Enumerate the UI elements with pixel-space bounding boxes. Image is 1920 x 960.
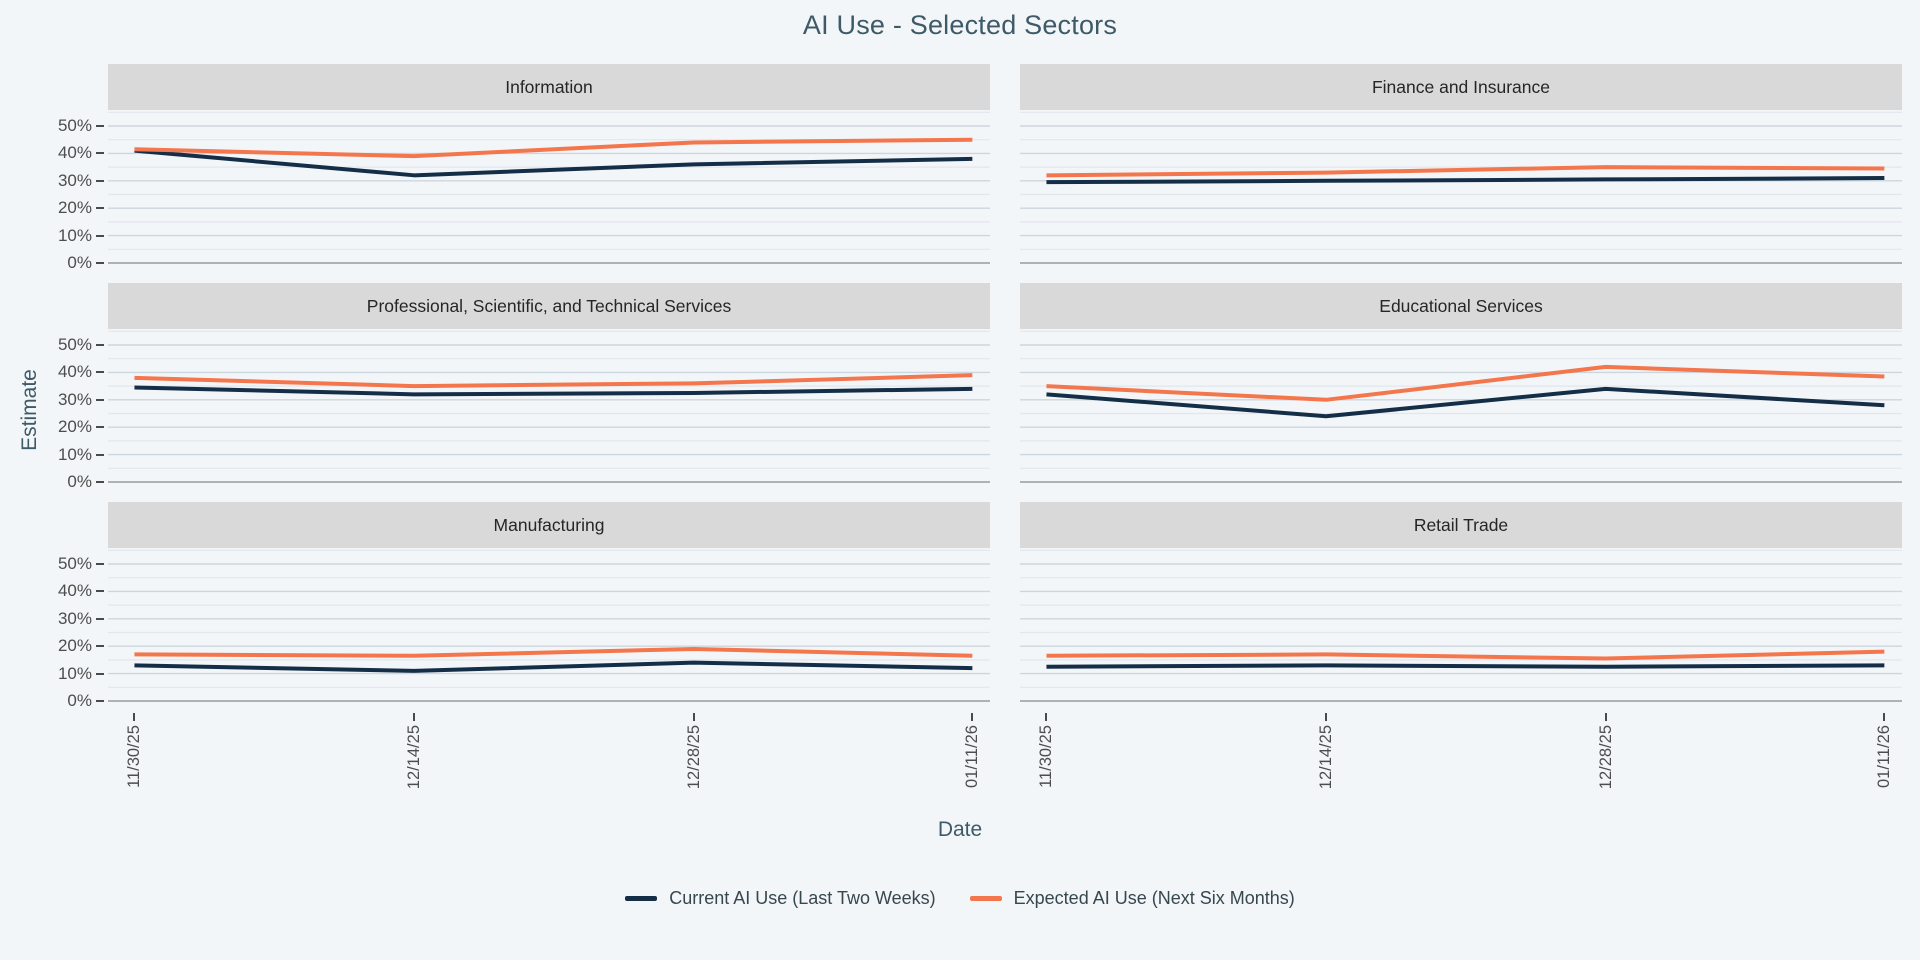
y-tick-label: 40%	[57, 143, 92, 163]
facet-title: Manufacturing	[108, 502, 990, 548]
current-ai-use-line	[134, 660, 973, 673]
y-tick-label: 20%	[57, 198, 92, 218]
current-ai-use-line	[1046, 176, 1885, 185]
y-tick-mark	[96, 563, 104, 565]
y-tick-label: 50%	[57, 335, 92, 354]
current-series-line-swatch	[625, 896, 658, 901]
current-ai-use-line	[134, 385, 973, 397]
facet-line-chart	[108, 549, 990, 702]
x-axis-title: Date	[937, 818, 983, 841]
y-tick-mark	[96, 645, 104, 648]
facet-panel-finance-and-insurance: Finance and Insurance	[1020, 64, 1902, 273]
facet-line-chart	[1020, 330, 1902, 483]
plot-area: 0% 10% 20% 30% 40% 50%	[58, 329, 990, 492]
current-ai-use-line	[1046, 663, 1885, 669]
x-tick-mark	[413, 713, 416, 721]
current-ai-use-line	[1046, 386, 1885, 419]
chart-title: AI Use - Selected Sectors	[802, 10, 1118, 40]
facet-title: Educational Services	[1020, 283, 1902, 329]
expected-ai-use-line	[1046, 165, 1885, 178]
y-tick-mark	[96, 700, 104, 702]
y-tick-mark	[96, 371, 104, 374]
y-tick-label: 30%	[57, 389, 92, 409]
facet-grid: Information 0% 10% 20% 30% 40% 50% Finance an…	[58, 64, 1902, 721]
y-tick-label: 30%	[57, 170, 92, 190]
y-tick-mark	[96, 234, 104, 237]
facet-panel-educational-services: Educational Services	[1020, 283, 1902, 492]
legend-item-current[interactable]: Current AI Use (Last Two Weeks)	[625, 888, 936, 909]
facet-row-1: Information 0% 10% 20% 30% 40% 50% Finance an…	[58, 64, 1902, 273]
plot-area: 0% 10% 20% 30% 40% 50%	[58, 110, 990, 273]
y-tick-mark	[96, 262, 104, 264]
facet-panel-information: Information 0% 10% 20% 30% 40% 50%	[58, 64, 990, 273]
facet-row-3: Manufacturing 0% 10% 20% 30% 40% 50% Retail T…	[58, 502, 1902, 711]
expected-ai-use-line	[134, 137, 973, 159]
x-tick-mark	[133, 713, 136, 721]
x-axis-left-column: 11/30/25 12/14/25 12/28/25 01/11/26	[108, 711, 990, 811]
facet-panel-retail-trade: Retail Trade	[1020, 502, 1902, 711]
y-tick-mark	[96, 125, 104, 127]
plot-area	[1020, 548, 1902, 711]
plot-area	[1020, 110, 1902, 273]
expected-ai-use-line	[134, 646, 973, 658]
facet-panel-manufacturing: Manufacturing 0% 10% 20% 30% 40% 50%	[58, 502, 990, 711]
expected-ai-use-line	[1046, 649, 1885, 661]
facet-line-chart	[108, 330, 990, 483]
y-tick-mark	[96, 207, 104, 210]
facet-panel-professional-scientific-technical: Professional, Scientific, and Technical …	[58, 283, 990, 492]
y-tick-mark	[96, 672, 104, 675]
y-tick-label: 0%	[67, 472, 92, 491]
x-tick-mark	[1883, 713, 1886, 721]
y-tick-label: 0%	[67, 691, 92, 710]
plot-area: 0% 10% 20% 30% 40% 50%	[58, 548, 990, 711]
y-tick-mark	[96, 590, 104, 593]
facet-line-chart	[1020, 111, 1902, 264]
y-tick-mark	[96, 398, 104, 401]
x-tick-mark	[1604, 713, 1607, 721]
y-tick-mark	[96, 426, 104, 429]
expected-series-line-swatch	[969, 896, 1002, 901]
x-tick-mark	[971, 713, 974, 721]
legend: Current AI Use (Last Two Weeks) Expected…	[0, 888, 1920, 909]
y-tick-label: 40%	[57, 581, 92, 601]
facet-title: Information	[108, 64, 990, 110]
facet-row-2: Professional, Scientific, and Technical …	[58, 283, 1902, 492]
facet-title: Retail Trade	[1020, 502, 1902, 548]
y-tick-label: 10%	[57, 663, 92, 683]
facet-title: Finance and Insurance	[1020, 64, 1902, 110]
current-ai-use-line	[134, 148, 973, 178]
facet-title: Professional, Scientific, and Technical …	[108, 283, 990, 329]
legend-item-expected[interactable]: Expected AI Use (Next Six Months)	[969, 888, 1295, 909]
y-tick-mark	[96, 344, 104, 346]
y-tick-mark	[96, 152, 104, 155]
x-tick-mark	[1045, 713, 1048, 721]
x-axis-right-column: 11/30/25 12/14/25 12/28/25 01/11/26	[1020, 711, 1902, 811]
y-tick-mark	[96, 179, 104, 182]
y-tick-label: 50%	[57, 554, 92, 573]
legend-label: Expected AI Use (Next Six Months)	[1013, 888, 1295, 908]
expected-ai-use-line	[1046, 364, 1885, 402]
expected-ai-use-line	[134, 373, 973, 389]
plot-area	[1020, 329, 1902, 492]
y-tick-mark	[96, 617, 104, 620]
y-tick-mark	[96, 453, 104, 456]
y-tick-label: 30%	[57, 608, 92, 628]
x-tick-mark	[1325, 713, 1328, 721]
facet-line-chart	[1020, 549, 1902, 702]
y-tick-label: 20%	[57, 417, 92, 437]
y-tick-mark	[96, 481, 104, 483]
y-tick-label: 10%	[57, 225, 92, 245]
y-tick-label: 40%	[57, 362, 92, 382]
y-tick-label: 50%	[57, 116, 92, 135]
legend-label: Current AI Use (Last Two Weeks)	[669, 888, 936, 908]
x-tick-mark	[692, 713, 695, 721]
y-tick-label: 10%	[57, 444, 92, 464]
y-tick-label: 0%	[67, 253, 92, 272]
facet-line-chart	[108, 111, 990, 264]
y-tick-label: 20%	[57, 636, 92, 656]
x-axis: 11/30/25 12/14/25 12/28/25 01/11/26 11/30/2…	[108, 711, 1902, 811]
